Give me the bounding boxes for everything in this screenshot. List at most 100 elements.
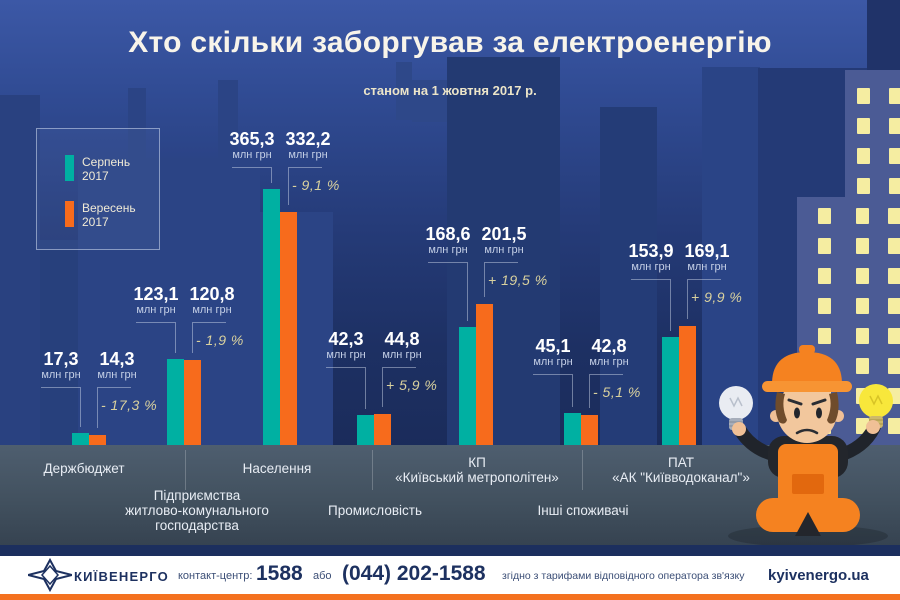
connector-september bbox=[288, 167, 322, 205]
value-september: 201,5 bbox=[481, 224, 527, 244]
value-september: 42,8 bbox=[591, 336, 627, 356]
phone-full: (044) 202-1588 bbox=[342, 562, 486, 585]
value-label-august: 168,6 млн грн bbox=[403, 225, 493, 257]
building-window bbox=[888, 208, 900, 224]
contact-center-label: контакт-центр: bbox=[178, 570, 253, 582]
legend-swatch-august bbox=[65, 155, 74, 181]
connector-september bbox=[382, 367, 416, 407]
building-window bbox=[856, 238, 869, 254]
connector-august bbox=[232, 167, 272, 183]
building-window bbox=[888, 238, 900, 254]
bar-september bbox=[581, 414, 598, 445]
legend-item-september: Вересень 2017 bbox=[65, 201, 136, 229]
value-unit: млн грн bbox=[631, 261, 671, 273]
percent-change: - 17,3 % bbox=[101, 397, 158, 413]
value-unit: млн грн bbox=[687, 261, 727, 273]
value-unit: млн грн bbox=[136, 304, 176, 316]
connector-august bbox=[631, 279, 671, 331]
building-window bbox=[857, 88, 870, 104]
building-window bbox=[818, 328, 831, 344]
mascot-eye-left bbox=[794, 407, 800, 419]
value-unit: млн грн bbox=[382, 349, 422, 361]
bar-august bbox=[662, 336, 679, 445]
mascot-helmet bbox=[772, 352, 842, 384]
building-window bbox=[818, 208, 831, 224]
value-label-september: 120,8 млн грн bbox=[167, 285, 257, 317]
value-label-august: 123,1 млн грн bbox=[111, 285, 201, 317]
website-link: kyivenergo.ua bbox=[768, 567, 869, 584]
building-window bbox=[856, 268, 869, 284]
building-window bbox=[888, 358, 900, 374]
building-silhouette bbox=[867, 0, 900, 70]
mascot-eye-right bbox=[816, 407, 822, 419]
building-window bbox=[888, 328, 900, 344]
bar-september bbox=[679, 326, 696, 445]
bar-september bbox=[280, 211, 297, 445]
value-label-september: 44,8 млн грн bbox=[357, 330, 447, 362]
percent-change: + 5,9 % bbox=[386, 377, 438, 393]
value-september: 120,8 bbox=[189, 284, 235, 304]
value-august: 365,3 bbox=[229, 129, 275, 149]
value-unit: млн грн bbox=[326, 349, 366, 361]
mascot-helmet-brim bbox=[762, 381, 852, 392]
building-window bbox=[857, 148, 870, 164]
mascot-face bbox=[777, 381, 837, 443]
building-window bbox=[857, 118, 870, 134]
connector-august bbox=[533, 374, 573, 408]
brand-name: КИЇВЕНЕРГО bbox=[74, 569, 169, 584]
value-label-september: 42,8 млн грн bbox=[564, 337, 654, 369]
value-august: 45,1 bbox=[535, 336, 571, 356]
value-unit: млн грн bbox=[232, 149, 272, 161]
footer-orange-stripe bbox=[0, 594, 900, 600]
connector-september bbox=[687, 279, 721, 320]
value-label-september: 332,2 млн грн bbox=[263, 130, 353, 162]
value-label-august: 42,3 млн грн bbox=[301, 330, 391, 362]
value-august: 17,3 bbox=[43, 349, 79, 369]
building-window bbox=[856, 328, 869, 344]
footer-navy-stripe bbox=[0, 545, 900, 556]
building-window bbox=[857, 178, 870, 194]
value-label-august: 153,9 млн грн bbox=[606, 242, 696, 274]
value-august: 42,3 bbox=[328, 329, 364, 349]
mascot-mouth bbox=[795, 428, 819, 435]
value-label-september: 169,1 млн грн bbox=[662, 242, 752, 274]
mascot-shoe bbox=[795, 512, 821, 536]
building-window bbox=[888, 268, 900, 284]
page-title: Хто скільки заборгував за електроенергію bbox=[128, 26, 772, 59]
percent-change: + 9,9 % bbox=[691, 289, 743, 305]
bar-september bbox=[374, 413, 391, 445]
mascot-hair-left bbox=[775, 392, 787, 424]
bar-august bbox=[357, 415, 374, 445]
tariff-note: згідно з тарифами відповідного оператора… bbox=[502, 570, 745, 582]
building-window bbox=[856, 208, 869, 224]
building-window bbox=[889, 178, 900, 194]
building-silhouette bbox=[702, 67, 760, 445]
building-window bbox=[889, 148, 900, 164]
category-band bbox=[0, 445, 900, 545]
connector-september bbox=[589, 374, 623, 408]
building-silhouette bbox=[218, 80, 238, 158]
connector-september bbox=[97, 387, 131, 428]
mascot-right-hand bbox=[866, 420, 880, 434]
connector-august bbox=[136, 322, 176, 353]
connector-september bbox=[192, 322, 226, 354]
connector-september bbox=[484, 262, 518, 297]
value-august: 153,9 bbox=[628, 241, 674, 261]
value-label-september: 14,3 млн грн bbox=[72, 350, 162, 382]
building-window bbox=[818, 238, 831, 254]
building-window bbox=[889, 118, 900, 134]
value-label-august: 365,3 млн грн bbox=[207, 130, 297, 162]
legend-label-august-line1: Серпень bbox=[82, 155, 131, 169]
bar-august bbox=[459, 326, 476, 445]
value-unit: млн грн bbox=[589, 356, 629, 368]
legend-swatch-september bbox=[65, 201, 74, 227]
value-september: 14,3 bbox=[99, 349, 135, 369]
value-august: 168,6 bbox=[425, 224, 471, 244]
building-silhouette bbox=[396, 62, 412, 120]
percent-change: + 19,5 % bbox=[488, 272, 548, 288]
building-silhouette bbox=[40, 240, 78, 445]
legend-label-september-line2: 2017 bbox=[82, 215, 109, 229]
value-september: 44,8 bbox=[384, 329, 420, 349]
